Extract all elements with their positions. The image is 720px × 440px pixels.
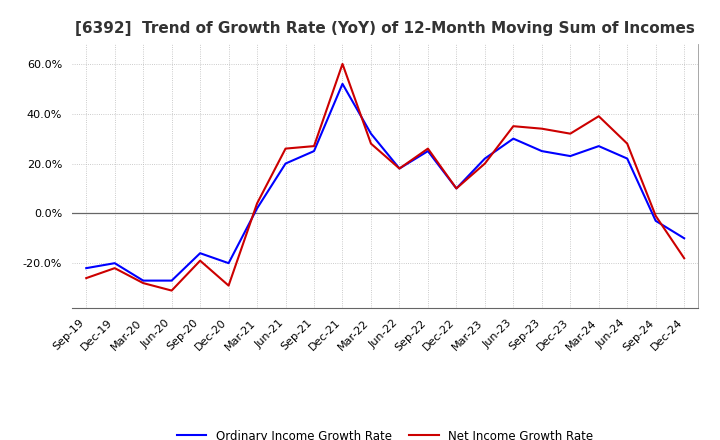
Net Income Growth Rate (680, 256, 688, 261)
Title: [6392]  Trend of Growth Rate (YoY) of 12-Month Moving Sum of Incomes: [6392] Trend of Growth Rate (YoY) of 12-… (76, 21, 695, 36)
Ordinary Income Growth Rate (452, 186, 461, 191)
Ordinary Income Growth Rate (167, 278, 176, 283)
Net Income Growth Rate (225, 283, 233, 288)
Net Income Growth Rate (282, 146, 290, 151)
Ordinary Income Growth Rate (480, 156, 489, 161)
Net Income Growth Rate (423, 146, 432, 151)
Net Income Growth Rate (395, 166, 404, 171)
Ordinary Income Growth Rate (366, 131, 375, 136)
Net Income Growth Rate (652, 213, 660, 219)
Net Income Growth Rate (110, 265, 119, 271)
Net Income Growth Rate (537, 126, 546, 131)
Ordinary Income Growth Rate (338, 81, 347, 87)
Ordinary Income Growth Rate (680, 236, 688, 241)
Net Income Growth Rate (509, 124, 518, 129)
Ordinary Income Growth Rate (566, 154, 575, 159)
Legend: Ordinary Income Growth Rate, Net Income Growth Rate: Ordinary Income Growth Rate, Net Income … (172, 425, 598, 440)
Ordinary Income Growth Rate (395, 166, 404, 171)
Ordinary Income Growth Rate (282, 161, 290, 166)
Net Income Growth Rate (480, 161, 489, 166)
Net Income Growth Rate (310, 143, 318, 149)
Line: Net Income Growth Rate: Net Income Growth Rate (86, 64, 684, 290)
Ordinary Income Growth Rate (196, 250, 204, 256)
Ordinary Income Growth Rate (623, 156, 631, 161)
Ordinary Income Growth Rate (139, 278, 148, 283)
Net Income Growth Rate (366, 141, 375, 146)
Net Income Growth Rate (623, 141, 631, 146)
Net Income Growth Rate (595, 114, 603, 119)
Ordinary Income Growth Rate (423, 148, 432, 154)
Ordinary Income Growth Rate (509, 136, 518, 141)
Ordinary Income Growth Rate (82, 265, 91, 271)
Ordinary Income Growth Rate (253, 206, 261, 211)
Net Income Growth Rate (253, 201, 261, 206)
Net Income Growth Rate (452, 186, 461, 191)
Net Income Growth Rate (167, 288, 176, 293)
Ordinary Income Growth Rate (652, 218, 660, 224)
Ordinary Income Growth Rate (110, 260, 119, 266)
Net Income Growth Rate (566, 131, 575, 136)
Net Income Growth Rate (338, 61, 347, 66)
Ordinary Income Growth Rate (310, 148, 318, 154)
Net Income Growth Rate (196, 258, 204, 263)
Ordinary Income Growth Rate (595, 143, 603, 149)
Net Income Growth Rate (82, 275, 91, 281)
Line: Ordinary Income Growth Rate: Ordinary Income Growth Rate (86, 84, 684, 281)
Ordinary Income Growth Rate (537, 148, 546, 154)
Ordinary Income Growth Rate (225, 260, 233, 266)
Net Income Growth Rate (139, 280, 148, 286)
